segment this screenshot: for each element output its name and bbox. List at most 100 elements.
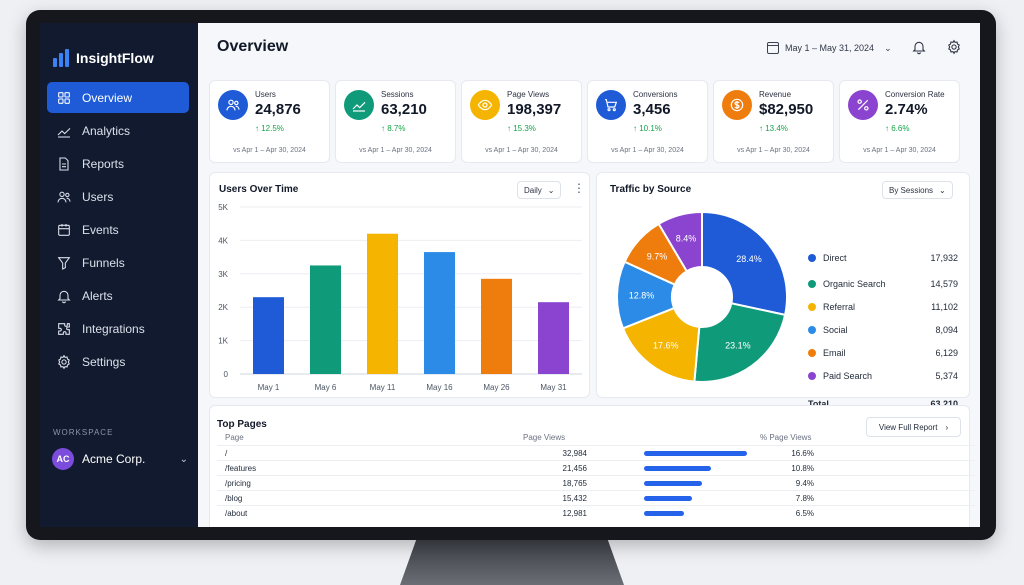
sidebar-item-reports[interactable]: Reports [47, 148, 189, 179]
legend-label: Email [823, 348, 846, 358]
page-path: /pricing [225, 479, 251, 488]
y-tick-label: 5K [218, 203, 228, 212]
traffic-by-source-panel: Traffic by Source By Sessions ⌄ 28.4% 23.… [596, 172, 970, 409]
legend-value: 17,932 [930, 253, 958, 263]
slice-label: 12.8% [629, 290, 655, 300]
x-tick-label: May 26 [483, 383, 510, 392]
page-views-percent: 6.5% [795, 509, 814, 518]
kpi-label: Users [255, 90, 276, 99]
top-pages-panel [209, 405, 970, 527]
slice-label: 9.7% [647, 252, 668, 262]
bar-may-6[interactable] [310, 265, 341, 374]
panel-title: Traffic by Source [610, 184, 692, 195]
table-row[interactable]: /blog 15,432 7.8% [217, 490, 975, 505]
more-options-icon[interactable]: ⋮ [573, 181, 585, 195]
bar-may-1[interactable] [253, 297, 284, 374]
sidebar-item-label: Alerts [82, 288, 113, 303]
bar-may-11[interactable] [367, 233, 398, 374]
x-tick-label: May 1 [258, 383, 280, 392]
kpi-comparison: vs Apr 1 – Apr 30, 2024 [233, 147, 306, 154]
slice-organic-search[interactable] [693, 302, 787, 383]
interval-dropdown[interactable]: Daily ⌄ [517, 181, 562, 199]
slice-paid-search[interactable] [657, 210, 703, 273]
x-tick-label: May 16 [426, 383, 453, 392]
legend-label: Referral [823, 302, 856, 312]
puzzle-icon [56, 321, 72, 337]
grid-icon [56, 90, 72, 106]
kpi-card-page-views[interactable]: Page Views 198,397 ↑ 15.3% vs Apr 1 – Ap… [461, 80, 582, 163]
metric-dropdown[interactable]: By Sessions ⌄ [882, 181, 953, 199]
legend-item-organic-search[interactable]: Organic Search 14,579 [808, 277, 958, 291]
panel-title: Users Over Time [219, 184, 299, 195]
page-views-bar [644, 511, 684, 516]
kpi-card-sessions[interactable]: Sessions 63,210 ↑ 8.7% vs Apr 1 – Apr 30… [335, 80, 456, 163]
document-icon [56, 156, 72, 172]
slice-direct[interactable] [701, 210, 788, 317]
workspace-switcher[interactable]: AC Acme Corp. ⌄ [52, 446, 188, 472]
legend-swatch [808, 326, 816, 334]
legend-item-paid-search[interactable]: Paid Search 5,374 [808, 369, 958, 383]
y-tick-label: 3K [218, 270, 228, 279]
sidebar-item-users[interactable]: Users [47, 181, 189, 212]
page-views-bar [644, 466, 711, 471]
bell-icon[interactable] [911, 39, 927, 55]
sidebar-item-analytics[interactable]: Analytics [47, 115, 189, 146]
calendar-icon [56, 222, 72, 238]
table-row[interactable]: / 32,984 16.6% [217, 445, 975, 460]
kpi-label: Conversion Rate [885, 90, 945, 99]
bar-may-31[interactable] [538, 302, 569, 374]
kpi-change: ↑ 10.1% [633, 124, 662, 133]
sidebar-item-settings[interactable]: Settings [47, 346, 189, 377]
page-views: 15,432 [562, 494, 587, 503]
page-views-percent: 10.8% [791, 464, 814, 473]
table-row[interactable]: /features 21,456 10.8% [217, 460, 975, 475]
page-views: 32,984 [562, 449, 587, 458]
eye-icon [470, 90, 500, 120]
column-header-page: Page [225, 433, 244, 442]
app-window: InsightFlow Overview Analytics Reports U… [40, 23, 980, 527]
gear-icon[interactable] [946, 39, 962, 55]
date-range-picker[interactable]: May 1 – May 31, 2024 ⌄ [767, 40, 892, 56]
table-row[interactable]: /pricing 18,765 9.4% [217, 475, 975, 490]
bar-may-26[interactable] [481, 278, 512, 374]
kpi-label: Page Views [507, 90, 550, 99]
bar-may-16[interactable] [424, 252, 455, 374]
kpi-value: 63,210 [381, 101, 427, 118]
kpi-value: 3,456 [633, 101, 671, 118]
page-views-percent: 16.6% [791, 449, 814, 458]
bar-chart-logo-icon [53, 49, 69, 67]
legend-item-email[interactable]: Email 6,129 [808, 346, 958, 360]
y-tick-label: 1K [218, 337, 228, 346]
chevron-right-icon: › [945, 422, 949, 432]
legend-item-direct[interactable]: Direct 17,932 [808, 251, 958, 265]
sidebar-item-events[interactable]: Events [47, 214, 189, 245]
kpi-change: ↑ 6.6% [885, 124, 910, 133]
legend-value: 8,094 [935, 325, 958, 335]
table-row[interactable]: /about 12,981 6.5% [217, 505, 975, 520]
sidebar-item-label: Reports [82, 156, 125, 171]
legend-item-social[interactable]: Social 8,094 [808, 323, 958, 337]
kpi-card-conversion-rate[interactable]: Conversion Rate 2.74% ↑ 6.6% vs Apr 1 – … [839, 80, 960, 163]
view-full-report-button[interactable]: View Full Report › [866, 417, 961, 437]
cart-icon [596, 90, 626, 120]
sidebar-item-alerts[interactable]: Alerts [47, 280, 189, 311]
legend-swatch [808, 254, 816, 262]
sidebar-item-overview[interactable]: Overview [47, 82, 189, 113]
legend-swatch [808, 303, 816, 311]
page-views-bar [644, 481, 702, 486]
chevron-down-icon: ⌄ [884, 42, 892, 53]
x-tick-label: May 11 [370, 383, 396, 392]
sidebar-item-label: Users [82, 189, 114, 204]
kpi-card-users[interactable]: Users 24,876 ↑ 12.5% vs Apr 1 – Apr 30, … [209, 80, 330, 163]
kpi-card-revenue[interactable]: Revenue $82,950 ↑ 13.4% vs Apr 1 – Apr 3… [713, 80, 834, 163]
page-views: 21,456 [562, 464, 587, 473]
slice-referral[interactable] [621, 306, 701, 383]
sidebar-item-label: Overview [82, 90, 133, 105]
sidebar-item-integrations[interactable]: Integrations [47, 313, 189, 344]
page-path: / [225, 449, 228, 458]
button-label: View Full Report [878, 422, 938, 432]
page-views: 12,981 [562, 509, 587, 518]
sidebar-item-funnels[interactable]: Funnels [47, 247, 189, 278]
legend-item-referral[interactable]: Referral 11,102 [808, 300, 958, 314]
kpi-card-conversions[interactable]: Conversions 3,456 ↑ 10.1% vs Apr 1 – Apr… [587, 80, 708, 163]
